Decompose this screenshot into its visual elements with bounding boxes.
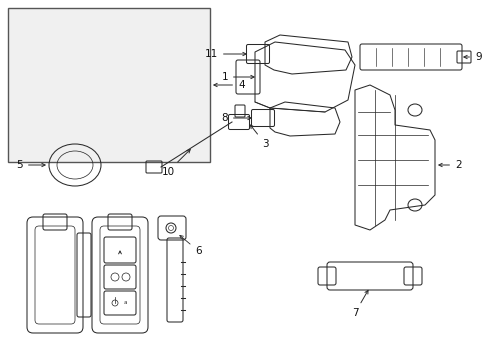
Text: 4: 4 <box>213 80 244 90</box>
Text: 8: 8 <box>221 113 251 123</box>
Text: 9: 9 <box>463 52 481 62</box>
Text: 1: 1 <box>221 72 254 82</box>
Text: 3: 3 <box>250 125 268 149</box>
Text: 10: 10 <box>161 149 190 177</box>
Text: 11: 11 <box>204 49 245 59</box>
Text: 5: 5 <box>16 160 45 170</box>
Text: 7: 7 <box>351 291 367 318</box>
Text: a: a <box>123 301 126 306</box>
Bar <box>8 8 209 162</box>
Text: 6: 6 <box>180 235 201 256</box>
Text: 2: 2 <box>438 160 461 170</box>
